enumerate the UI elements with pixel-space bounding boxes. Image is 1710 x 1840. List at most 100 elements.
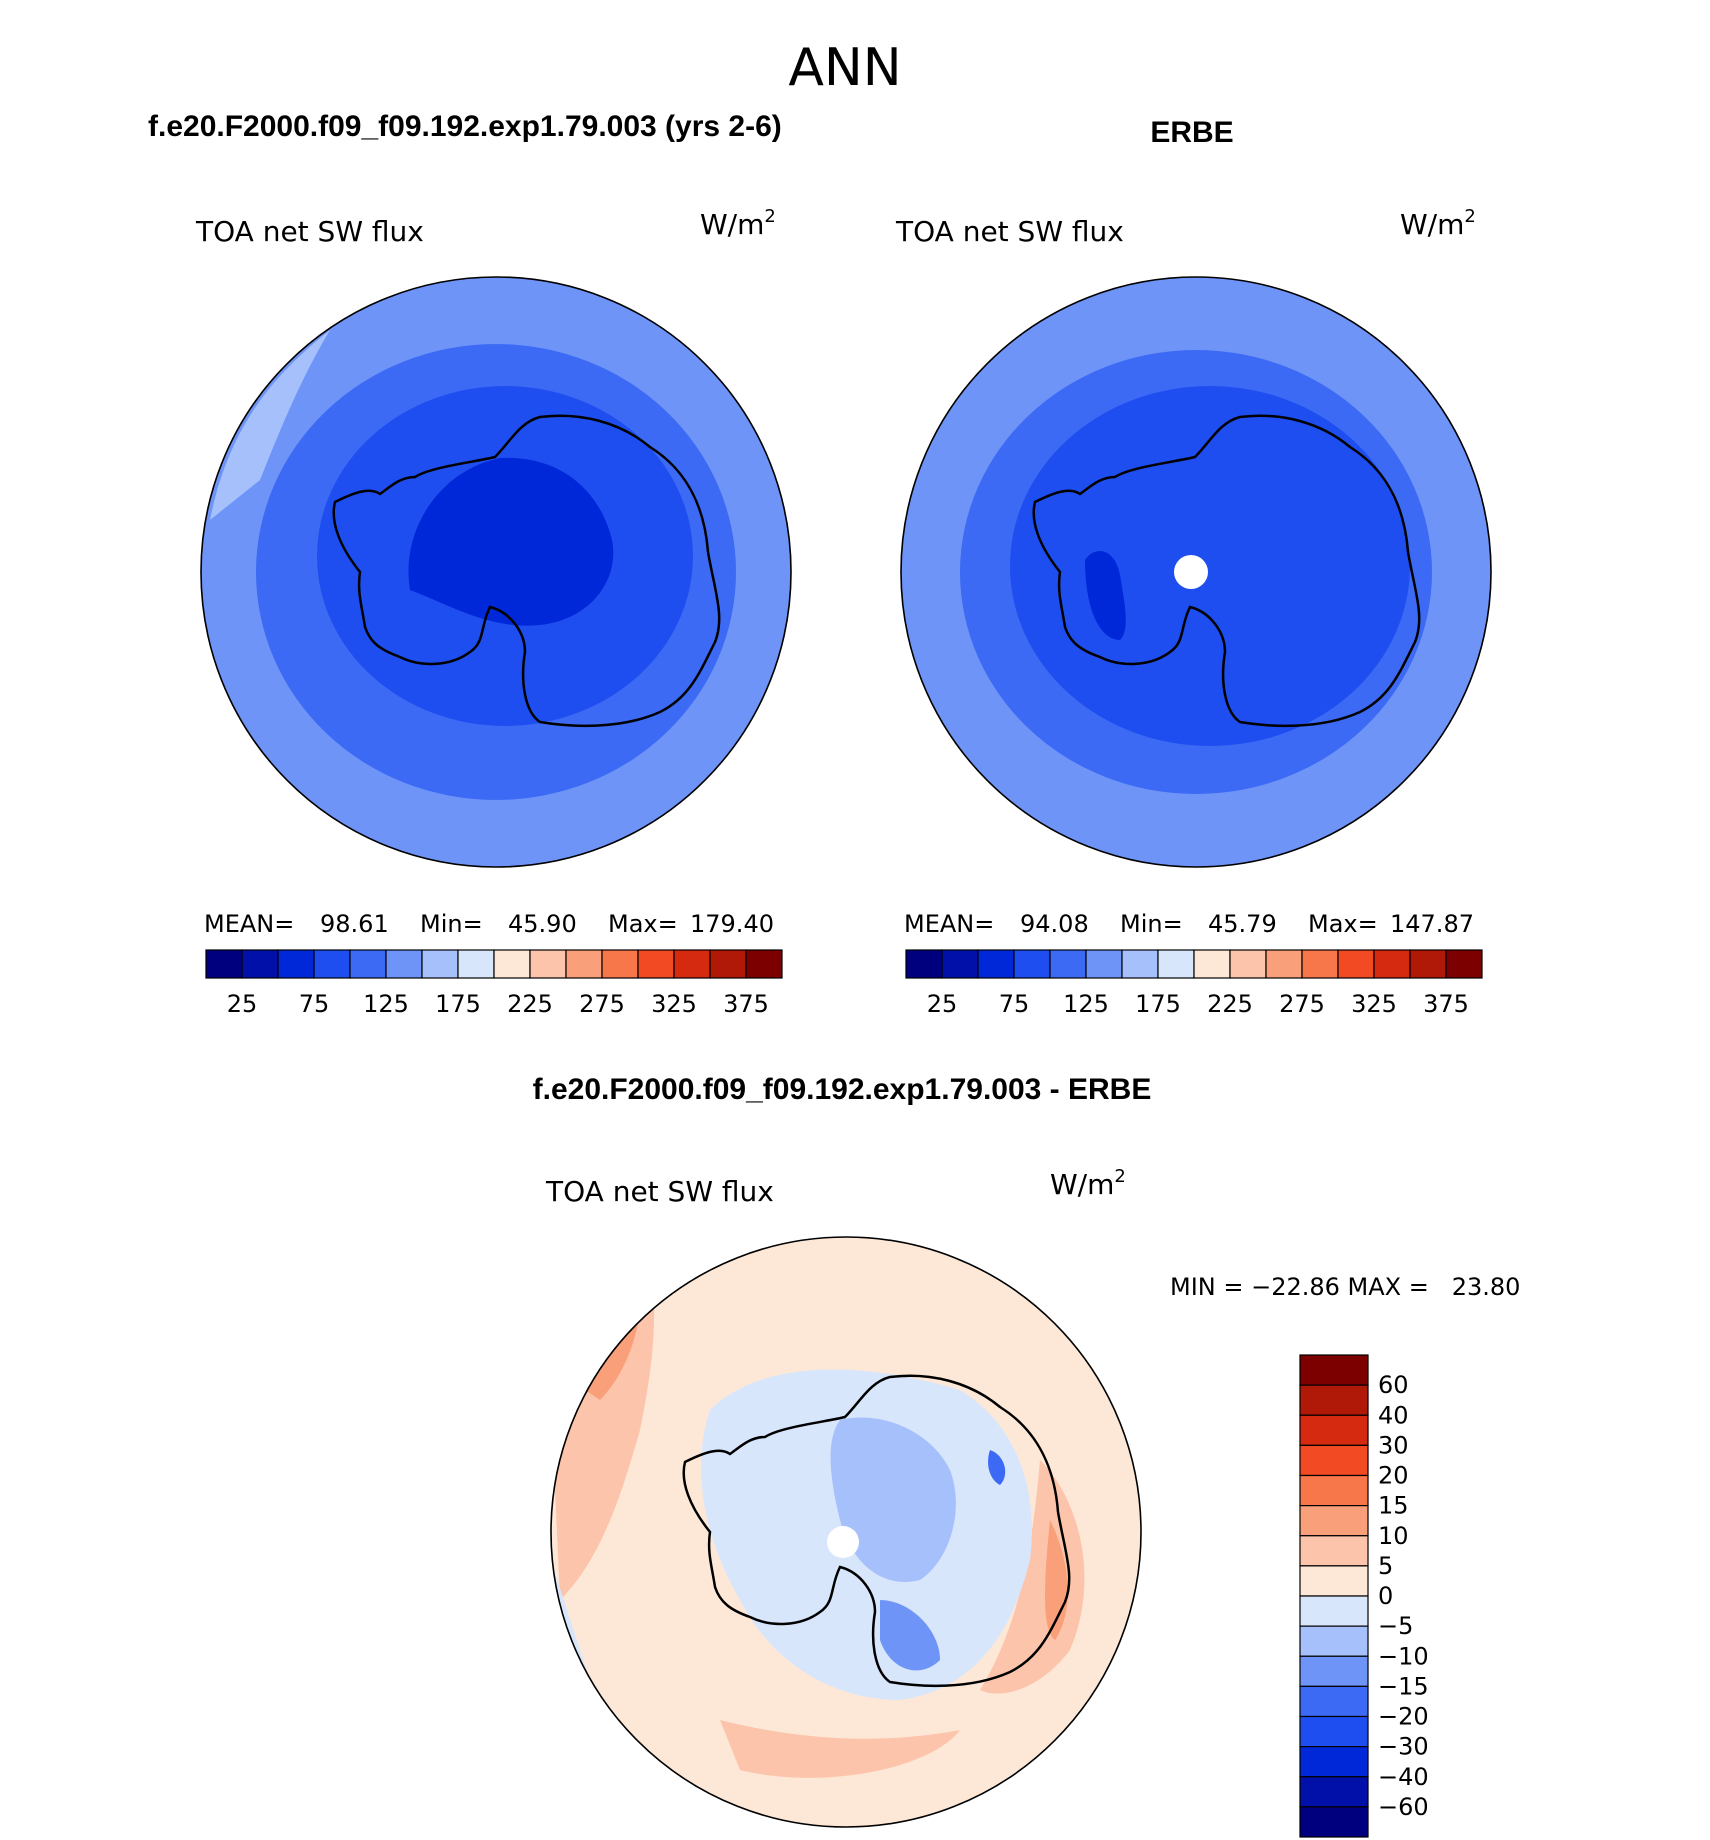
colorbar-swatch [1121,949,1159,979]
colorbar-tick-label: 75 [299,990,330,1018]
colorbar-swatch [1049,949,1087,979]
colorbar-swatch [1409,949,1447,979]
colorbar-swatch [313,949,351,979]
field-neg-spot [988,1450,1006,1485]
panel-diff-variable: TOA net SW flux [545,1175,774,1208]
colorbar-swatch [1299,1746,1369,1778]
colorbar-swatch [1299,1625,1369,1657]
map-obs [901,277,1491,867]
field-neg-east-coast [880,1600,940,1671]
colorbar-swatch [1299,1565,1369,1597]
colorbar-swatch [1299,1354,1369,1386]
colorbar-tick-label: −10 [1378,1642,1429,1670]
colorbar-swatch [1299,1535,1369,1567]
colorbar-tick-label: 125 [1063,990,1109,1018]
panel-difference: f.e20.F2000.f09_f09.192.exp1.79.003 - ER… [533,1073,1520,1838]
panel-model-units: W/m2 [700,206,776,241]
units-text: W/m [700,208,764,241]
colorbar-swatch [941,949,979,979]
colorbar-tick-label: 25 [227,990,258,1018]
colorbar-swatch [1299,1685,1369,1718]
colorbar-tick-label: 60 [1378,1371,1409,1399]
colorbar-tick-label: 75 [999,990,1030,1018]
colorbar-swatch [1085,949,1123,979]
colorbar-swatch [421,949,459,979]
figure-title: ANN [788,38,901,98]
colorbar-swatch [1299,1384,1369,1416]
min-value: 45.79 [1208,910,1277,938]
colorbar-tick-label: 375 [723,990,769,1018]
colorbar-tick-label: 10 [1378,1522,1409,1550]
map-border [200,276,792,868]
colorbar-swatch [1299,1655,1369,1687]
panel-obs-variable: TOA net SW flux [895,215,1124,248]
colorbar-swatch [977,949,1015,979]
colorbar-swatch [1337,949,1375,979]
field-plateau [408,457,614,626]
colorbar-swatch [1299,1715,1369,1748]
colorbar-tick-label: 40 [1378,1401,1409,1429]
colorbar-swatch [349,949,387,979]
colorbar-tick-label: 225 [507,990,553,1018]
colorbar-swatch [1193,949,1231,979]
units-exponent: 2 [764,206,775,227]
panel-obs-units: W/m2 [1400,206,1476,241]
colorbar-tick-label: −5 [1378,1612,1413,1640]
colorbar-model: 25 75 125 175 225 275 325 375 [205,949,783,1018]
mean-value: 94.08 [1020,910,1089,938]
mean-label: MEAN= [204,910,294,938]
field-ice-sheet [1088,467,1345,694]
colorbar-swatch [1299,1474,1369,1507]
colorbar-swatch [709,949,747,979]
panel-model-stats: MEAN= 98.61 Min= 45.90 Max= 179.40 [204,910,774,938]
panel-obs-stats: MEAN= 94.08 Min= 45.79 Max= 147.87 [904,910,1474,938]
colorbar-tick-label: 5 [1378,1552,1393,1580]
panel-model-variable: TOA net SW flux [195,215,424,248]
panel-obs-case-title: ERBE [1150,116,1233,149]
panel-model-case-title: f.e20.F2000.f09_f09.192.exp1.79.003 (yrs… [148,110,782,143]
colorbar-obs: 25 75 125 175 225 275 325 375 [905,949,1483,1018]
mean-value: 98.61 [320,910,389,938]
map-border [550,1236,1142,1828]
units-text: W/m [1050,1168,1114,1201]
colorbar-swatch [1373,949,1411,979]
colorbar-swatch [905,949,943,979]
colorbar-tick-label: 25 [927,990,958,1018]
colorbar-tick-label: 125 [363,990,409,1018]
colorbar-tick-label: 30 [1378,1431,1409,1459]
colorbar-swatch [1299,1444,1369,1477]
colorbar-swatch [385,949,423,979]
max-value: 179.40 [690,910,774,938]
units-exponent: 2 [1114,1166,1125,1187]
colorbar-swatch [1299,1806,1369,1838]
colorbar-tick-label: −40 [1378,1763,1429,1791]
colorbar-tick-label: −30 [1378,1733,1429,1761]
min-label: Min= [420,910,483,938]
colorbar-swatch [1229,949,1267,979]
field-light-west [210,330,330,520]
colorbar-tick-label: 325 [1351,990,1397,1018]
colorbar-swatch [277,949,315,979]
colorbar-tick-label: −20 [1378,1703,1429,1731]
max-value: 147.87 [1390,910,1474,938]
units-exponent: 2 [1464,206,1475,227]
panel-diff-minmax: MIN = −22.86 MAX = 23.80 [1170,1273,1520,1301]
colorbar-tick-label: 325 [651,990,697,1018]
colorbar-swatch [745,949,783,979]
map-difference [551,1237,1141,1827]
colorbar-swatch [1299,1414,1369,1446]
colorbar-swatch [565,949,603,979]
colorbar-swatch [205,949,243,979]
colorbar-swatch [1265,949,1303,979]
colorbar-swatch [1299,1595,1369,1627]
colorbar-tick-label: 15 [1378,1492,1409,1520]
colorbar-tick-label: 0 [1378,1582,1393,1610]
max-label: Max= [608,910,678,938]
missing-data-pole [1174,555,1208,589]
colorbar-tick-label: 20 [1378,1462,1409,1490]
min-value: 45.90 [508,910,577,938]
max-label: Max= [1308,910,1378,938]
units-text: W/m [1400,208,1464,241]
